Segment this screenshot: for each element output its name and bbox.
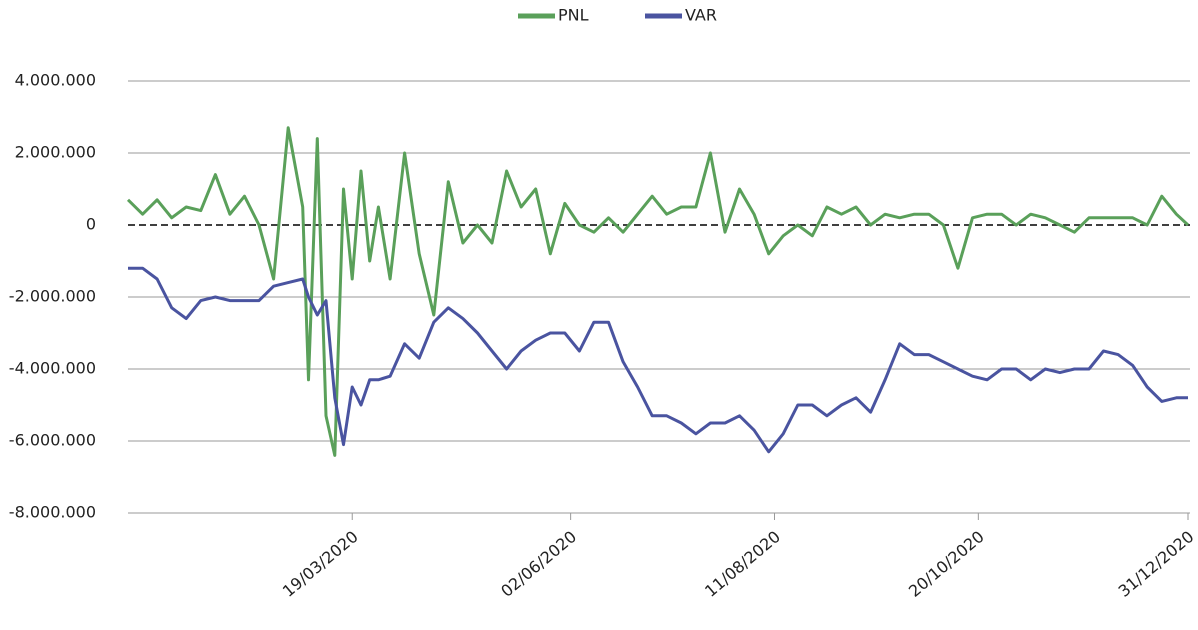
y-tick-label: 4.000.000 (15, 71, 96, 90)
y-tick-label: -8.000.000 (9, 503, 96, 522)
x-tick-label: 31/12/2020 (1115, 527, 1198, 601)
series-line (126, 126, 1190, 457)
x-tick-label: 19/03/2020 (279, 527, 362, 601)
y-tick-label: -4.000.000 (9, 359, 96, 378)
x-tick-label: 20/10/2020 (905, 527, 988, 601)
y-tick-label: -2.000.000 (9, 287, 96, 306)
x-tick-label: 11/08/2020 (701, 527, 784, 601)
legend-label: PNL (558, 6, 589, 25)
y-tick-label: -6.000.000 (9, 431, 96, 450)
series-line (128, 266, 1188, 454)
x-tick-label: 02/06/2020 (497, 527, 580, 601)
y-tick-label: 0 (86, 215, 96, 234)
legend-label: VAR (685, 6, 717, 25)
y-tick-label: 2.000.000 (15, 143, 96, 162)
